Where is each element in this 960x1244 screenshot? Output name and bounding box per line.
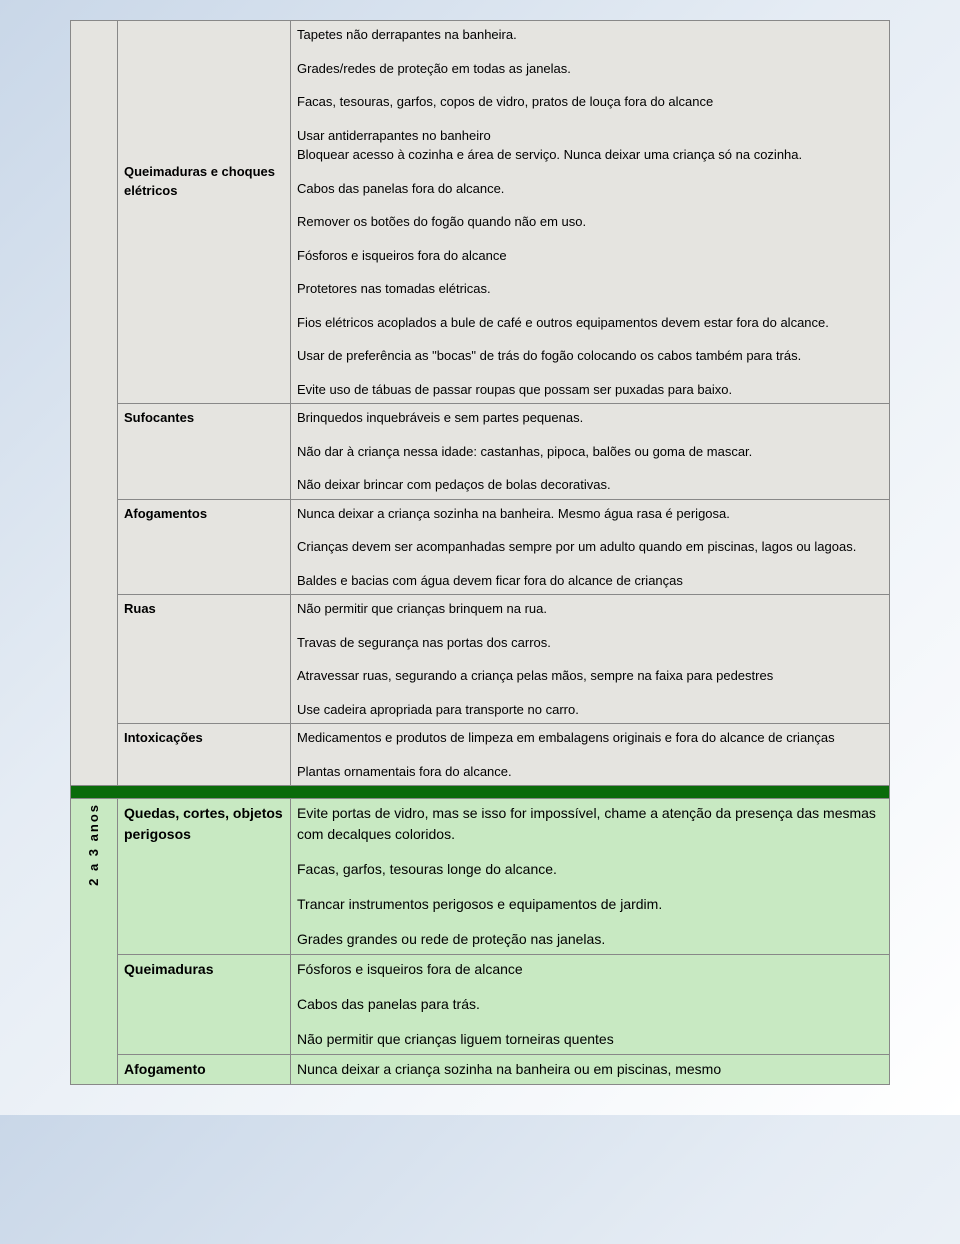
- content-line: Plantas ornamentais fora do alcance.: [297, 762, 883, 782]
- category-cell: Queimaduras: [118, 955, 291, 1055]
- content-line: Crianças devem ser acompanhadas sempre p…: [297, 537, 883, 557]
- content-cell: Brinquedos inquebráveis e sem partes peq…: [291, 404, 890, 500]
- content-line: Grades grandes ou rede de proteção nas j…: [297, 929, 883, 950]
- category-label: Quedas, cortes, objetos perigosos: [124, 805, 283, 842]
- content-line: Não permitir que crianças brinquem na ru…: [297, 599, 883, 619]
- content-line: Fósforos e isqueiros fora do alcance: [297, 246, 883, 266]
- table-row: Afogamento Nunca deixar a criança sozinh…: [71, 1055, 890, 1085]
- category-label: Sufocantes: [124, 410, 194, 425]
- category-label: Intoxicações: [124, 730, 203, 745]
- category-label: Queimaduras: [124, 961, 213, 977]
- content-line: Nunca deixar a criança sozinha na banhei…: [297, 504, 883, 524]
- content-cell: Tapetes não derrapantes na banheira. Gra…: [291, 21, 890, 404]
- content-line: Remover os botões do fogão quando não em…: [297, 212, 883, 232]
- section-divider: [71, 786, 890, 799]
- content-line: Baldes e bacias com água devem ficar for…: [297, 571, 883, 591]
- content-cell: Fósforos e isqueiros fora de alcance Cab…: [291, 955, 890, 1055]
- content-line: Tapetes não derrapantes na banheira.: [297, 25, 883, 45]
- category-label: Ruas: [124, 601, 156, 616]
- category-cell: Sufocantes: [118, 404, 291, 500]
- content-line: Atravessar ruas, segurando a criança pel…: [297, 666, 883, 686]
- table-row: Queimaduras Fósforos e isqueiros fora de…: [71, 955, 890, 1055]
- content-line: Medicamentos e produtos de limpeza em em…: [297, 728, 883, 748]
- safety-table: . . . . . . . Queimaduras e choques elét…: [70, 20, 890, 1085]
- content-line: Cabos das panelas para trás.: [297, 994, 883, 1015]
- content-cell: Evite portas de vidro, mas se isso for i…: [291, 799, 890, 955]
- content-line: Fios elétricos acoplados a bule de café …: [297, 313, 883, 333]
- content-line: Usar de preferência as "bocas" de trás d…: [297, 346, 883, 366]
- content-line: Evite uso de tábuas de passar roupas que…: [297, 380, 883, 400]
- content-line: Nunca deixar a criança sozinha na banhei…: [297, 1059, 883, 1080]
- table-row: Afogamentos Nunca deixar a criança sozin…: [71, 499, 890, 595]
- table-row: Ruas Não permitir que crianças brinquem …: [71, 595, 890, 724]
- category-label: Queimaduras e choques elétricos: [124, 164, 275, 199]
- content-line: Evite portas de vidro, mas se isso for i…: [297, 803, 883, 845]
- content-line: Não permitir que crianças liguem torneir…: [297, 1029, 883, 1050]
- category-cell: Quedas, cortes, objetos perigosos: [118, 799, 291, 955]
- content-line: Bloquear acesso à cozinha e área de serv…: [297, 145, 883, 165]
- category-cell: Afogamentos: [118, 499, 291, 595]
- category-cell: Intoxicações: [118, 724, 291, 786]
- content-line: Travas de segurança nas portas dos carro…: [297, 633, 883, 653]
- content-line: Grades/redes de proteção em todas as jan…: [297, 59, 883, 79]
- content-line: Facas, garfos, tesouras longe do alcance…: [297, 859, 883, 880]
- content-line: Trancar instrumentos perigosos e equipam…: [297, 894, 883, 915]
- content-cell: Não permitir que crianças brinquem na ru…: [291, 595, 890, 724]
- content-line: Brinquedos inquebráveis e sem partes peq…: [297, 408, 883, 428]
- category-cell: . . . . . . . Queimaduras e choques elét…: [118, 21, 291, 404]
- table-row: Sufocantes Brinquedos inquebráveis e sem…: [71, 404, 890, 500]
- content-cell: Nunca deixar a criança sozinha na banhei…: [291, 499, 890, 595]
- page: . . . . . . . Queimaduras e choques elét…: [0, 0, 960, 1115]
- age-label-b: 2 a 3 anos: [71, 799, 118, 1085]
- content-line: Facas, tesouras, garfos, copos de vidro,…: [297, 92, 883, 112]
- content-line: Não deixar brincar com pedaços de bolas …: [297, 475, 883, 495]
- content-cell: Nunca deixar a criança sozinha na banhei…: [291, 1055, 890, 1085]
- content-cell: Medicamentos e produtos de limpeza em em…: [291, 724, 890, 786]
- content-line: Protetores nas tomadas elétricas.: [297, 279, 883, 299]
- content-line: Usar antiderrapantes no banheiro: [297, 126, 883, 146]
- table-row: 2 a 3 anos Quedas, cortes, objetos perig…: [71, 799, 890, 955]
- content-line: Cabos das panelas fora do alcance.: [297, 179, 883, 199]
- category-label: Afogamento: [124, 1061, 206, 1077]
- table-row: Intoxicações Medicamentos e produtos de …: [71, 724, 890, 786]
- age-label-a: [71, 21, 118, 786]
- table-row: . . . . . . . Queimaduras e choques elét…: [71, 21, 890, 404]
- category-label: Afogamentos: [124, 506, 207, 521]
- content-line: Não dar à criança nessa idade: castanhas…: [297, 442, 883, 462]
- content-line: Use cadeira apropriada para transporte n…: [297, 700, 883, 720]
- category-cell: Ruas: [118, 595, 291, 724]
- content-line: Fósforos e isqueiros fora de alcance: [297, 959, 883, 980]
- category-cell: Afogamento: [118, 1055, 291, 1085]
